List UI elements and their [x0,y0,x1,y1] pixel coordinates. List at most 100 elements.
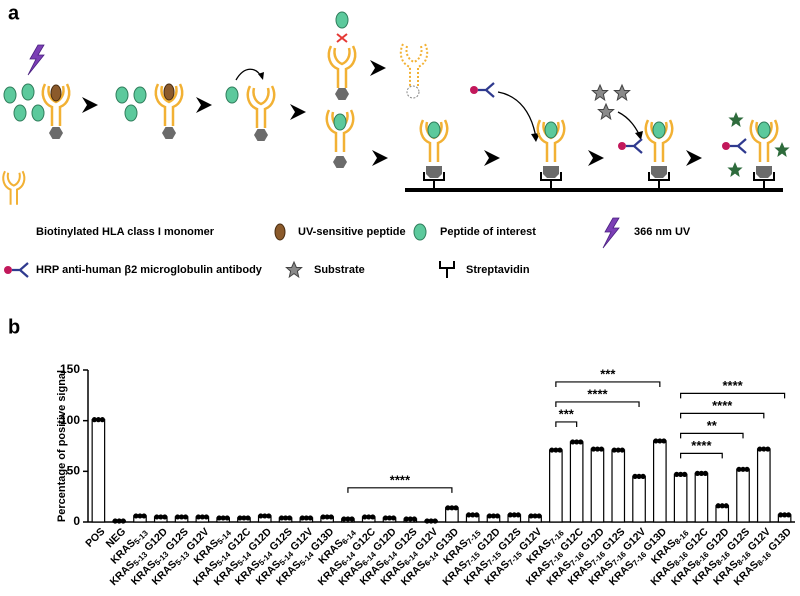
replicate-dot [133,513,139,519]
replicate-dot [286,515,293,521]
product-icon [774,142,790,157]
curved-arrow [617,111,641,137]
replicate-dot [553,447,559,453]
replicate-dot [449,505,455,511]
uv-peptide-icon [163,83,175,101]
replicate-dot [424,518,430,524]
replicate-dot [549,447,555,453]
replicate-dot [765,446,771,452]
replicate-dot [120,518,126,524]
replicate-dot [328,514,334,520]
peptide-icon [115,86,129,104]
bar [694,472,709,523]
replicate-dot [744,466,750,472]
replicate-dot [349,516,355,522]
substrate-icon [597,103,615,120]
replicate-dot [598,446,605,452]
significance-bracket [680,432,744,439]
replicate-dot [370,514,376,520]
bar [91,419,106,523]
bar [736,468,750,523]
peptide-icon [31,104,45,122]
replicate-dot [636,473,642,479]
significance-label: *** [559,406,575,421]
replicate-dot [278,515,285,521]
peptide-icon [225,86,239,104]
peptide-icon [133,86,147,104]
substrate-icon [591,84,609,101]
significance-label: **** [587,386,608,401]
replicate-dot [407,516,413,522]
legend-label: HRP anti-human β2 microglobulin antibody [36,264,263,276]
bar [632,475,646,523]
biotin-icon [49,127,63,139]
replicate-dot [702,470,709,476]
replicate-dot [262,513,268,519]
monomer-icon [327,44,357,90]
replicate-dot [640,473,646,479]
replicate-dot [245,515,251,521]
bar [569,441,584,523]
biotin-icon [335,88,349,100]
replicate-dot [345,516,351,522]
replicate-dot [486,513,493,519]
replicate-dot [216,515,222,521]
uv-peptide-icon [50,84,62,102]
replicate-dot [611,447,617,453]
replicate-dot [320,514,326,520]
replicate-dot [453,505,459,511]
replicate-dot [220,515,226,521]
significance-bracket [680,392,786,399]
replicate-dot [674,471,680,477]
replicate-dot [199,514,205,520]
antibody-icon [720,137,748,155]
legend-icon [2,261,30,279]
replicate-dot [470,512,476,518]
replicate-dot [494,513,501,519]
replicate-dot [95,417,101,423]
peptide-icon [652,121,666,139]
replicate-dot [740,466,746,472]
replicate-dot [445,505,451,511]
replicate-dot [307,515,313,521]
significance-bracket [680,452,723,459]
peptide-icon [21,83,35,101]
replicate-dot [466,512,472,518]
replicate-dot [694,470,701,476]
curved-arrow [235,68,263,81]
legend-icon [413,223,427,241]
replicate-dot [632,473,638,479]
peptide-icon [13,104,27,122]
legend-icon [2,170,26,206]
peptide-icon [335,11,349,29]
replicate-dot [178,514,185,520]
replicate-dot [574,439,580,445]
replicate-dot [782,512,788,518]
x-tick-label: POS [83,526,107,550]
replicate-dot [657,438,663,444]
replicate-dot [536,513,542,519]
y-tick-label: 0 [73,514,80,528]
replicate-dot [590,446,597,452]
significance-label: *** [600,366,616,381]
replicate-dot [237,515,243,521]
replicate-dot [578,439,584,445]
replicate-dot [715,503,721,509]
replicate-dot [778,512,784,518]
replicate-dot [615,447,621,453]
product-icon [728,112,744,127]
replicate-dot [698,470,705,476]
replicate-dot [382,515,389,521]
replicate-dot [678,471,684,477]
replicate-dot [154,514,160,520]
y-tick-label: 150 [60,362,80,376]
legend-label: Peptide of interest [440,226,536,238]
replicate-dot [366,514,372,520]
peptide-icon [333,113,347,131]
replicate-dot [390,515,397,521]
y-axis-label: Percentage of positive signal [56,370,68,522]
streptavidin-icon [648,165,670,191]
panel-label: b [8,316,20,338]
arrow-head [635,131,643,140]
arrow [290,104,306,120]
